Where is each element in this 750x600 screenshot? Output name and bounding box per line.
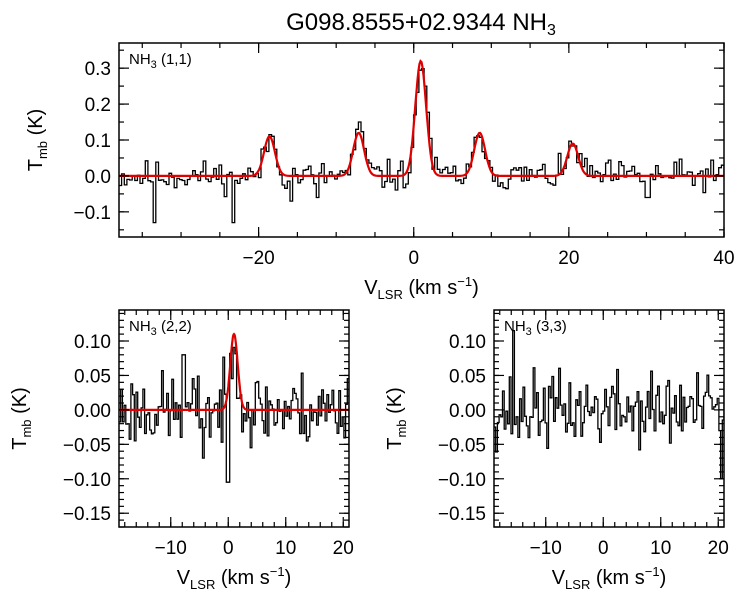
y-tick-label: 0.05	[449, 366, 486, 387]
y-tick-label: −0.10	[63, 470, 111, 491]
x-tick-label: 0	[598, 538, 609, 559]
x-tick-label: −20	[242, 248, 274, 269]
figure-title: G098.8555+02.9344 NH3	[286, 9, 556, 39]
series-fit	[119, 332, 349, 411]
x-tick-label: 10	[650, 538, 671, 559]
panel-label: NH3 (2,2)	[129, 318, 192, 338]
x-tick-label: 10	[275, 538, 296, 559]
y-tick-label: 0.0	[85, 167, 111, 188]
y-tick-label: −0.1	[73, 203, 111, 224]
y-tick-label: −0.15	[63, 504, 111, 525]
plot-frame	[118, 42, 725, 238]
y-tick-label: −0.15	[438, 504, 486, 525]
y-tick-label: 0.2	[85, 95, 111, 116]
y-tick-label: 0.05	[74, 366, 111, 387]
y-tick-label: −0.05	[438, 435, 486, 456]
y-axis-title: Tmb (K)	[9, 387, 34, 450]
panel-nh3-2-2: −10 0 10 20 −0.15 −0.10 −0.05 0.00 0.05 0.10 NH3 (…	[9, 309, 354, 592]
y-axis-title: Tmb (K)	[25, 109, 50, 172]
x-tick-label: 0	[408, 248, 419, 269]
y-tick-label: 0.00	[449, 401, 486, 422]
x-tick-label: −10	[155, 538, 187, 559]
y-tick-label: 0.10	[449, 332, 486, 353]
series-fit	[119, 59, 724, 177]
plot-frame	[493, 309, 725, 528]
x-tick-label: 40	[713, 248, 734, 269]
y-tick-label: 0.10	[74, 332, 111, 353]
panel-label: NH3 (3,3)	[504, 318, 567, 338]
panel-nh3-3-3: −10 0 10 20 −0.15 −0.10 −0.05 0.00 0.05 0.10 NH3 (…	[384, 309, 729, 592]
y-tick-label: −0.10	[438, 470, 486, 491]
x-axis-title: VLSR (km s−1)	[364, 274, 479, 302]
series-spectrum	[494, 330, 724, 480]
y-axis-title: Tmb (K)	[384, 387, 409, 450]
panel-label: NH3 (1,1)	[129, 51, 192, 71]
x-tick-label: 20	[558, 248, 579, 269]
x-tick-label: 20	[333, 538, 354, 559]
x-axis-title: VLSR (km s−1)	[552, 564, 667, 592]
x-axis-title: VLSR (km s−1)	[177, 564, 292, 592]
series-spectrum	[119, 67, 724, 224]
y-tick-label: −0.05	[63, 435, 111, 456]
y-tick-label: 0.1	[85, 131, 111, 152]
figure-title-main: G098.8555+02.9344 NH	[286, 9, 547, 36]
series-spectrum	[119, 346, 349, 483]
x-tick-label: −10	[530, 538, 562, 559]
figure-title-subscript: 3	[547, 22, 556, 39]
y-tick-label: 0.3	[85, 59, 111, 80]
plot-frame	[118, 309, 350, 528]
x-tick-label: 20	[708, 538, 729, 559]
panel-nh3-1-1: −20 0 20 40 −0.1 0.0 0.1 0.2 0.3 NH3 (1,1) VLSR (k…	[25, 42, 735, 302]
x-tick-label: 0	[223, 538, 234, 559]
y-tick-label: 0.00	[74, 401, 111, 422]
